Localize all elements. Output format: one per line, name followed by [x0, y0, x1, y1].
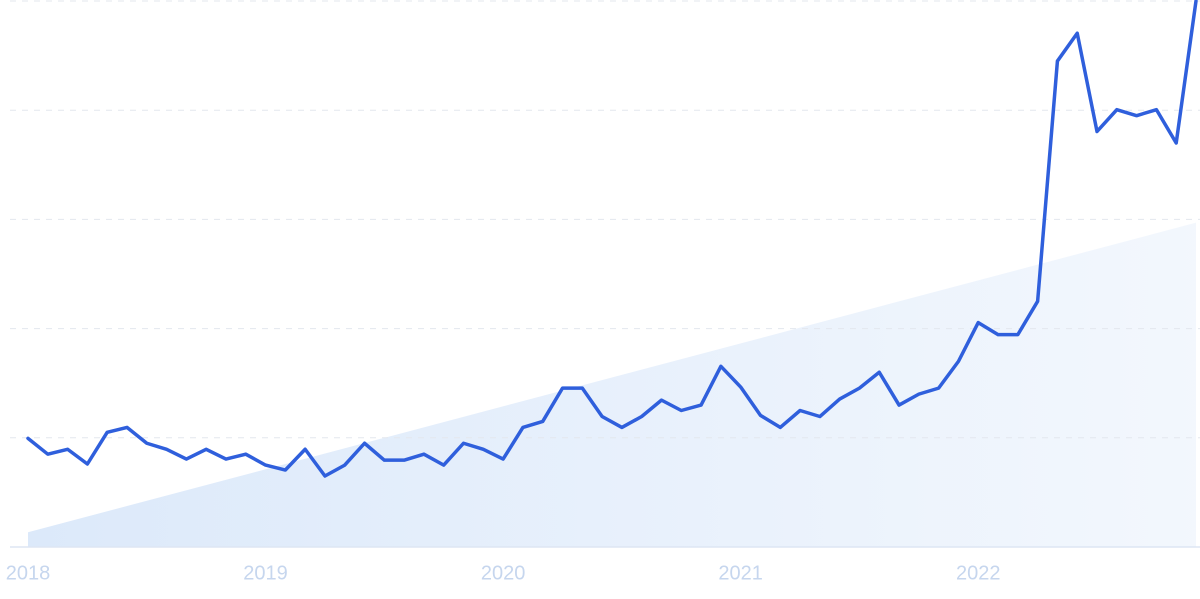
x-tick-label: 2018 [6, 562, 51, 584]
x-tick-label: 2021 [718, 562, 763, 584]
trend-area [28, 222, 1196, 547]
line [26, 0, 1198, 478]
x-tick-label: 2019 [243, 562, 288, 584]
x-tick-label: 2022 [956, 562, 1001, 584]
x-tick-label: 2020 [481, 562, 526, 584]
